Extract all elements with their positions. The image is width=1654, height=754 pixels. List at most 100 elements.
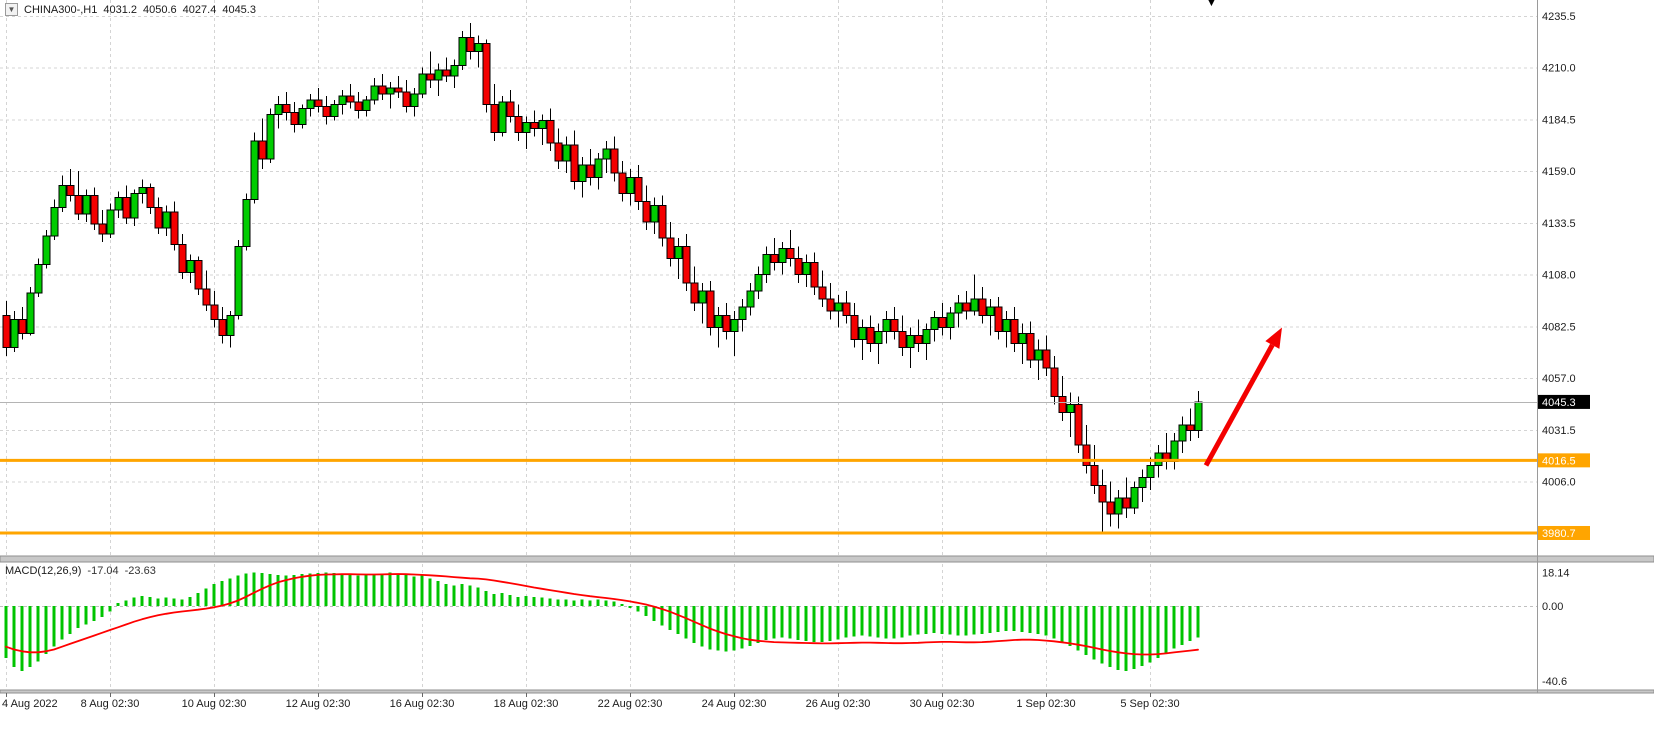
ohlc-low: 4027.4 <box>182 3 217 16</box>
candle <box>50 207 59 237</box>
candle <box>226 314 235 337</box>
macd-bar <box>420 575 424 606</box>
candle <box>1114 497 1123 515</box>
candle <box>722 314 731 333</box>
macd-bar <box>252 572 256 606</box>
candle <box>1074 404 1083 446</box>
candle <box>850 314 859 341</box>
macd-bar <box>356 575 360 606</box>
macd-bar <box>452 585 456 606</box>
macd-bar <box>428 578 432 606</box>
candle <box>194 259 203 290</box>
macd-bar <box>788 606 792 639</box>
price-axis-label: 4082.5 <box>1542 321 1576 333</box>
macd-bar <box>372 573 376 606</box>
macd-bar <box>140 595 144 606</box>
panel-separator[interactable] <box>0 555 1654 563</box>
macd-bar <box>572 600 576 606</box>
candle <box>186 259 195 274</box>
macd-bar <box>644 606 648 617</box>
macd-bar <box>460 583 464 606</box>
macd-bar <box>1164 606 1168 654</box>
candle <box>626 176 635 195</box>
macd-bar <box>124 600 128 606</box>
time-axis-label: 12 Aug 02:30 <box>286 698 351 710</box>
macd-bar <box>1140 606 1144 667</box>
macd-bar <box>524 595 528 606</box>
macd-bar <box>1092 606 1096 660</box>
candle <box>730 318 739 333</box>
macd-bar <box>540 597 544 606</box>
time-axis-label: 10 Aug 02:30 <box>182 698 247 710</box>
macd-bar <box>108 606 112 612</box>
macd-bar <box>988 606 992 633</box>
candle <box>34 264 43 294</box>
macd-bar <box>396 573 400 606</box>
candle <box>834 302 843 312</box>
macd-bar <box>476 587 480 606</box>
candle <box>330 103 339 117</box>
candle <box>978 298 987 316</box>
time-axis-label: 4 Aug 2022 <box>2 698 58 710</box>
candle <box>1042 349 1051 369</box>
chart-dropdown-icon[interactable]: ▼ <box>5 3 18 16</box>
candle <box>1138 477 1147 489</box>
candle <box>738 306 747 320</box>
candle <box>786 247 795 259</box>
macd-bar <box>316 572 320 606</box>
macd-bar <box>916 606 920 635</box>
candle <box>1090 464 1099 487</box>
macd-bar <box>732 606 736 651</box>
macd-bar <box>100 606 104 618</box>
macd-bar <box>172 598 176 606</box>
candle <box>154 207 163 229</box>
candle <box>138 186 147 195</box>
macd-bar <box>692 606 696 643</box>
macd-bar <box>44 606 48 655</box>
candle <box>1010 318 1019 345</box>
trend-arrow-shaft[interactable] <box>1203 343 1275 467</box>
candle <box>882 318 891 333</box>
macd-bar <box>884 606 888 639</box>
macd-bar <box>492 593 496 606</box>
macd-bar <box>188 596 192 606</box>
candle <box>618 172 627 195</box>
macd-bar <box>68 606 72 634</box>
time-axis-label: 8 Aug 02:30 <box>81 698 140 710</box>
macd-bar <box>1156 606 1160 658</box>
macd-bar <box>724 606 728 652</box>
candle <box>1034 349 1043 361</box>
macd-bar <box>828 606 832 642</box>
candle <box>938 316 947 328</box>
macd-bar <box>980 606 984 634</box>
candle <box>42 235 51 266</box>
candle <box>362 99 371 111</box>
candle <box>922 328 931 345</box>
candle <box>170 211 179 245</box>
price-tag <box>1538 394 1590 409</box>
candle <box>1106 501 1115 515</box>
macd-bar <box>908 606 912 636</box>
macd-bar <box>780 606 784 638</box>
time-axis-label: 1 Sep 02:30 <box>1016 698 1075 710</box>
candle <box>242 199 251 247</box>
trend-arrow-head[interactable] <box>1265 327 1282 349</box>
macd-bar <box>1132 606 1136 669</box>
candle <box>514 115 523 134</box>
macd-bar <box>436 581 440 606</box>
macd-bar <box>940 606 944 634</box>
candle <box>1122 497 1131 509</box>
macd-bar <box>1108 606 1112 668</box>
macd-bar <box>860 606 864 636</box>
macd-bar <box>340 573 344 606</box>
price-axis-label: 4159.0 <box>1542 166 1576 178</box>
candle <box>994 306 1003 333</box>
price-axis-label: 4235.5 <box>1542 11 1576 23</box>
candle <box>842 302 851 316</box>
macd-bar <box>932 606 936 633</box>
candle <box>818 286 827 300</box>
candle <box>18 318 27 335</box>
candle <box>122 197 131 219</box>
macd-bar <box>404 574 408 606</box>
